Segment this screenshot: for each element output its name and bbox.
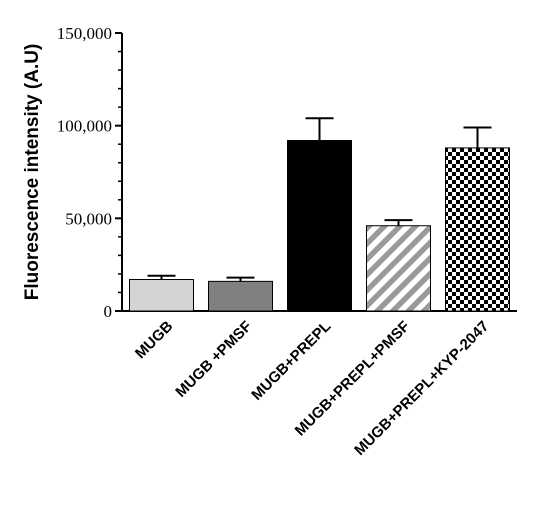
y-tick-label: 0	[104, 302, 113, 321]
bars-group	[129, 117, 510, 312]
bar-1	[129, 278, 194, 312]
bar-4	[366, 225, 431, 312]
x-category-label: MUGB +PMSF	[172, 318, 255, 401]
x-category-label: MUGB+PREPL+KYP-2047	[351, 318, 492, 459]
x-category-label: MUGB	[132, 318, 177, 363]
y-tick-label: 50,000	[65, 209, 112, 228]
x-category-label: MUGB+PREPL	[248, 318, 334, 404]
y-tick-label: 150,000	[57, 24, 112, 43]
y-tick-label: 100,000	[57, 117, 112, 136]
y-axis-title: Fluorescence intensity (A.U)	[22, 44, 43, 301]
bar-3	[287, 139, 352, 312]
y-axis-ticks: 0 50,000 100,000 150,000	[57, 24, 122, 321]
bar-2	[208, 280, 273, 312]
bar-5	[445, 147, 510, 312]
